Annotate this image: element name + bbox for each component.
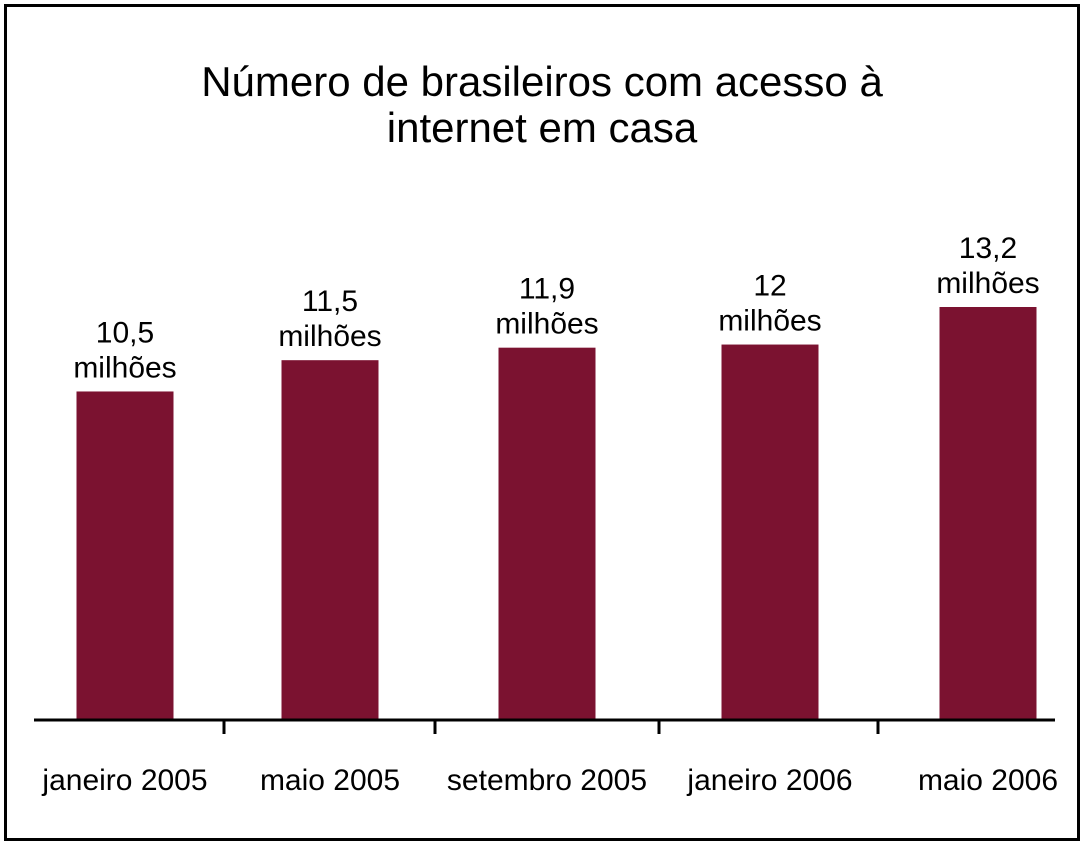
category-label-3: setembro 2005 bbox=[447, 764, 647, 797]
bar-2 bbox=[281, 360, 379, 720]
category-label-5: maio 2006 bbox=[918, 764, 1058, 797]
bar-4-label-line-1: 12 bbox=[753, 270, 786, 303]
bar-3-label-line-1: 11,9 bbox=[519, 273, 575, 306]
chart-title-line-1: Número de brasileiros com acesso à bbox=[201, 58, 883, 105]
category-label-4: janeiro 2006 bbox=[686, 764, 852, 797]
bar-5-label-line-1: 13,2 bbox=[959, 232, 1017, 265]
bar-5 bbox=[939, 307, 1037, 720]
bar-3-label-line-2: milhões bbox=[495, 308, 598, 341]
bar-4-label-line-2: milhões bbox=[718, 305, 821, 338]
bar-3 bbox=[498, 347, 596, 720]
category-label-2: maio 2005 bbox=[260, 764, 400, 797]
bar-1-label-line-2: milhões bbox=[73, 351, 176, 384]
bar-1 bbox=[76, 391, 174, 720]
bar-1-label-line-1: 10,5 bbox=[96, 316, 154, 349]
bar-4 bbox=[721, 344, 819, 720]
category-label-1: janeiro 2005 bbox=[41, 764, 207, 797]
bar-2-label-line-2: milhões bbox=[278, 320, 381, 353]
chart-title: Número de brasileiros com acesso à inter… bbox=[7, 59, 1077, 151]
bar-5-label-line-2: milhões bbox=[936, 267, 1039, 300]
chart-title-line-2: internet em casa bbox=[386, 104, 698, 151]
bar-2-label-line-1: 11,5 bbox=[302, 285, 358, 318]
chart-frame: Número de brasileiros com acesso à inter… bbox=[4, 4, 1080, 841]
